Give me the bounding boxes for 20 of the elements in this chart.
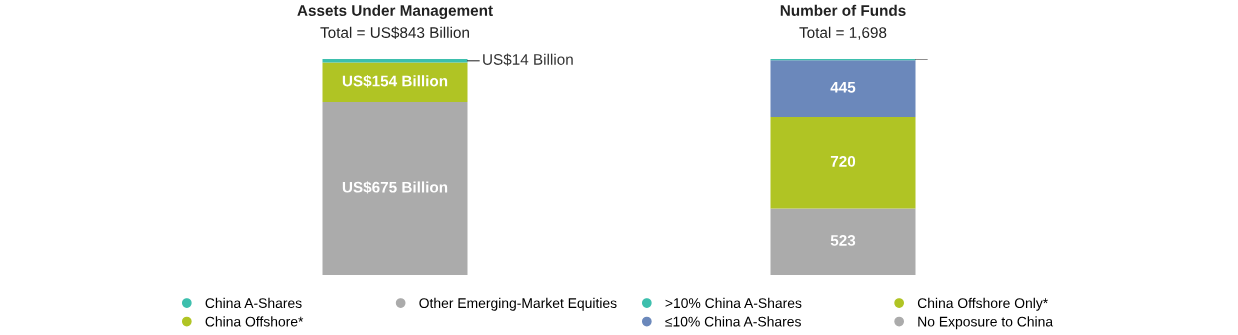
legend-label: Other Emerging-Market Equities — [419, 297, 617, 311]
chart-title: Number of Funds — [780, 4, 906, 16]
data-label: 720 — [830, 155, 856, 167]
legend-label: China A-Shares — [205, 297, 302, 309]
bar — [770, 60, 916, 117]
bar — [770, 116, 916, 209]
data-label: 523 — [830, 235, 856, 246]
data-label: US$154 Billion — [342, 74, 448, 88]
chart-subtitle: Total = US$843 Billion — [320, 26, 469, 39]
data-label: US$675 Billion — [342, 181, 448, 194]
data-label: 445 — [830, 82, 856, 93]
legend-label: >10% China A-Shares — [665, 297, 802, 309]
chart-subtitle: Total = 1,698 — [799, 26, 887, 40]
legend-label: No Exposure to China — [918, 316, 1054, 330]
chart-title: Assets Under Management — [297, 4, 493, 19]
bar — [770, 208, 916, 275]
legend-label: ≤10% China A-Shares — [665, 316, 801, 327]
legend-label: China Offshore Only* — [917, 297, 1048, 311]
data-label: US$14 Billion — [483, 53, 573, 66]
legend-label: China Offshore* — [205, 316, 304, 327]
